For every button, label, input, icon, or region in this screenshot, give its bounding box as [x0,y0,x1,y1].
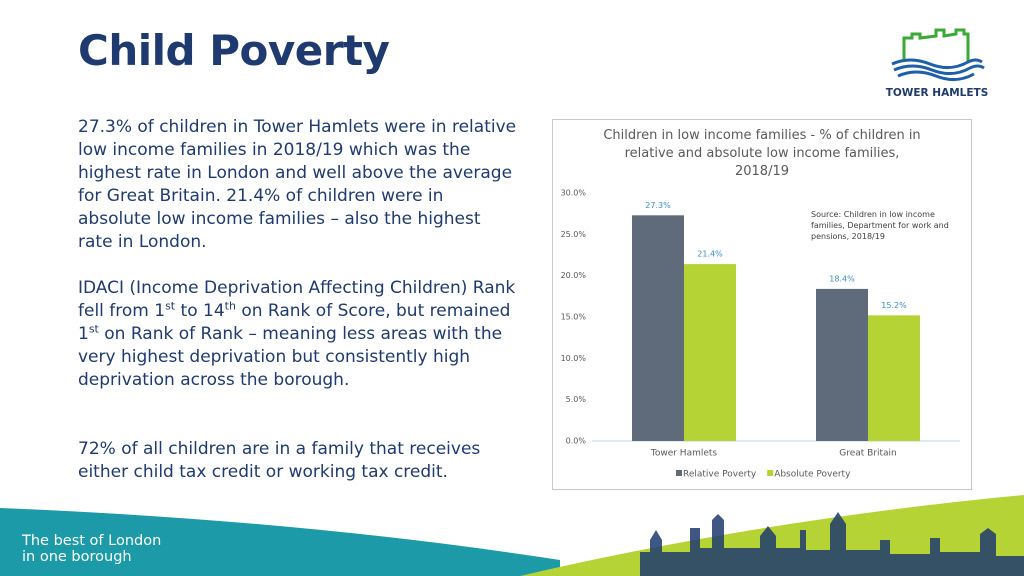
bar [684,264,736,441]
paragraph: 27.3% of children in Tower Hamlets were … [78,117,517,252]
bar [816,288,868,441]
superscript: st [165,299,176,313]
annotation: Source: Children in low income families,… [811,210,949,241]
text: IDACI (Income Deprivation Affecting Chil… [78,278,516,321]
skyline [640,512,1024,576]
footer-text: in one borough [22,549,132,565]
x-tick-label: Tower Hamlets [650,449,718,459]
y-tick-label: 20.0% [561,271,587,280]
legend-swatch [676,470,682,476]
footer-text: The best of London [21,533,161,549]
paragraph: 72% of all children are in a family that… [78,439,481,482]
bar [632,215,684,441]
y-tick-label: 0.0% [566,437,587,446]
value-label: 18.4% [829,274,855,283]
y-tick-label: 25.0% [561,230,587,239]
y-tick-label: 10.0% [561,354,587,363]
logo-castle [902,28,970,62]
legend-swatch [767,470,774,476]
logo-text: TOWER HAMLETS [886,87,989,99]
slide-title: Child Poverty [78,26,390,75]
value-label: 21.4% [697,250,723,259]
footer: The best of London in one borough [0,495,1024,576]
logo-wave [893,64,985,75]
logo: TOWER HAMLETS [886,28,989,99]
text: to 14 [175,301,225,321]
y-tick-label: 5.0% [566,395,587,404]
logo-wave [897,70,975,81]
chart-title: Children in low income families - % of c… [603,128,921,179]
paragraph: IDACI (Income Deprivation Affecting Chil… [78,277,518,392]
y-tick-label: 30.0% [561,189,587,198]
legend-label: Absolute Poverty [774,470,851,480]
footer-band [0,508,560,576]
text: on Rank of Rank – meaning less areas wit… [78,324,503,390]
text: on Rank of Score, but remained 1 [78,301,511,344]
chart-frame [552,119,972,490]
legend-label: Relative Poverty [683,470,757,480]
value-label: 15.2% [881,301,907,310]
bar [868,315,920,441]
superscript: st [88,322,99,336]
logo-wave [891,58,983,69]
x-tick-label: Great Britain [839,449,897,459]
y-tick-label: 15.0% [561,313,587,322]
superscript: th [224,299,236,313]
value-label: 27.3% [645,201,671,210]
